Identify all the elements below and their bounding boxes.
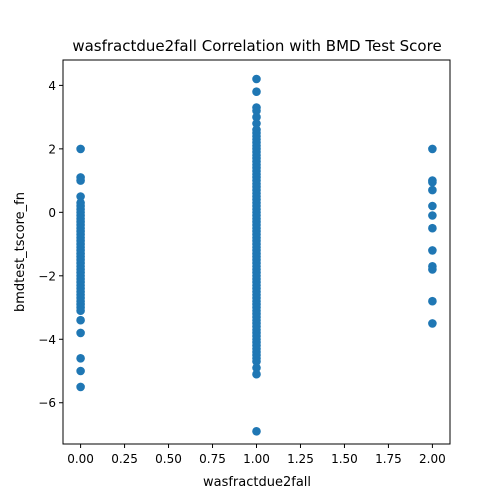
x-tick-label: 1.25 — [287, 452, 314, 466]
chart-title: wasfractdue2fall Correlation with BMD Te… — [72, 37, 441, 55]
data-point — [76, 192, 85, 201]
data-point — [428, 223, 437, 233]
x-axis-ticks: 0.00 0.25 0.50 0.75 1.00 1.25 1.50 1.75 2.00 — [67, 444, 446, 466]
data-point — [428, 201, 437, 211]
data-point — [428, 185, 437, 195]
data-point — [76, 328, 85, 338]
data-point — [76, 144, 85, 154]
y-tick-label: 0 — [48, 206, 56, 220]
y-tick-label: −4 — [38, 333, 56, 347]
data-point — [76, 382, 85, 392]
y-tick-label: −6 — [38, 396, 56, 410]
x-tick-label: 2.00 — [419, 452, 446, 466]
data-point — [252, 87, 261, 96]
data-point — [76, 306, 85, 316]
x-tick-label: 0.50 — [155, 452, 182, 466]
data-point — [252, 74, 261, 84]
data-point — [428, 211, 437, 220]
data-point — [428, 246, 437, 255]
data-point — [428, 319, 437, 328]
data-point — [252, 112, 261, 122]
x-axis-label: wasfractdue2fall — [203, 475, 311, 490]
data-point — [428, 265, 437, 274]
data-point — [252, 363, 261, 373]
plot-frame — [62, 59, 451, 445]
x-tick-label: 1.75 — [375, 452, 402, 466]
data-point — [252, 106, 261, 116]
y-axis-ticks: −6 −4 −2 0 2 4 — [38, 79, 63, 410]
data-point — [76, 366, 85, 376]
y-tick-label: 4 — [48, 79, 56, 93]
y-axis-label: bmdtest_tscore_fn — [13, 192, 28, 312]
y-tick-label: 2 — [48, 142, 56, 156]
data-point — [428, 144, 437, 154]
x-tick-label: 1.00 — [243, 452, 270, 466]
data-point — [252, 427, 261, 436]
data-point — [428, 296, 437, 306]
x-tick-label: 0.25 — [111, 452, 138, 466]
y-tick-label: −2 — [38, 269, 56, 283]
x-tick-label: 0.00 — [67, 452, 94, 466]
data-point — [252, 357, 261, 366]
data-point — [428, 177, 437, 187]
data-point — [252, 119, 261, 128]
data-point — [252, 369, 261, 379]
data-point — [76, 354, 85, 363]
data-points — [76, 74, 437, 436]
x-tick-label: 0.75 — [199, 452, 226, 466]
data-point — [76, 315, 85, 325]
x-tick-label: 1.50 — [331, 452, 358, 466]
data-point — [76, 176, 85, 185]
